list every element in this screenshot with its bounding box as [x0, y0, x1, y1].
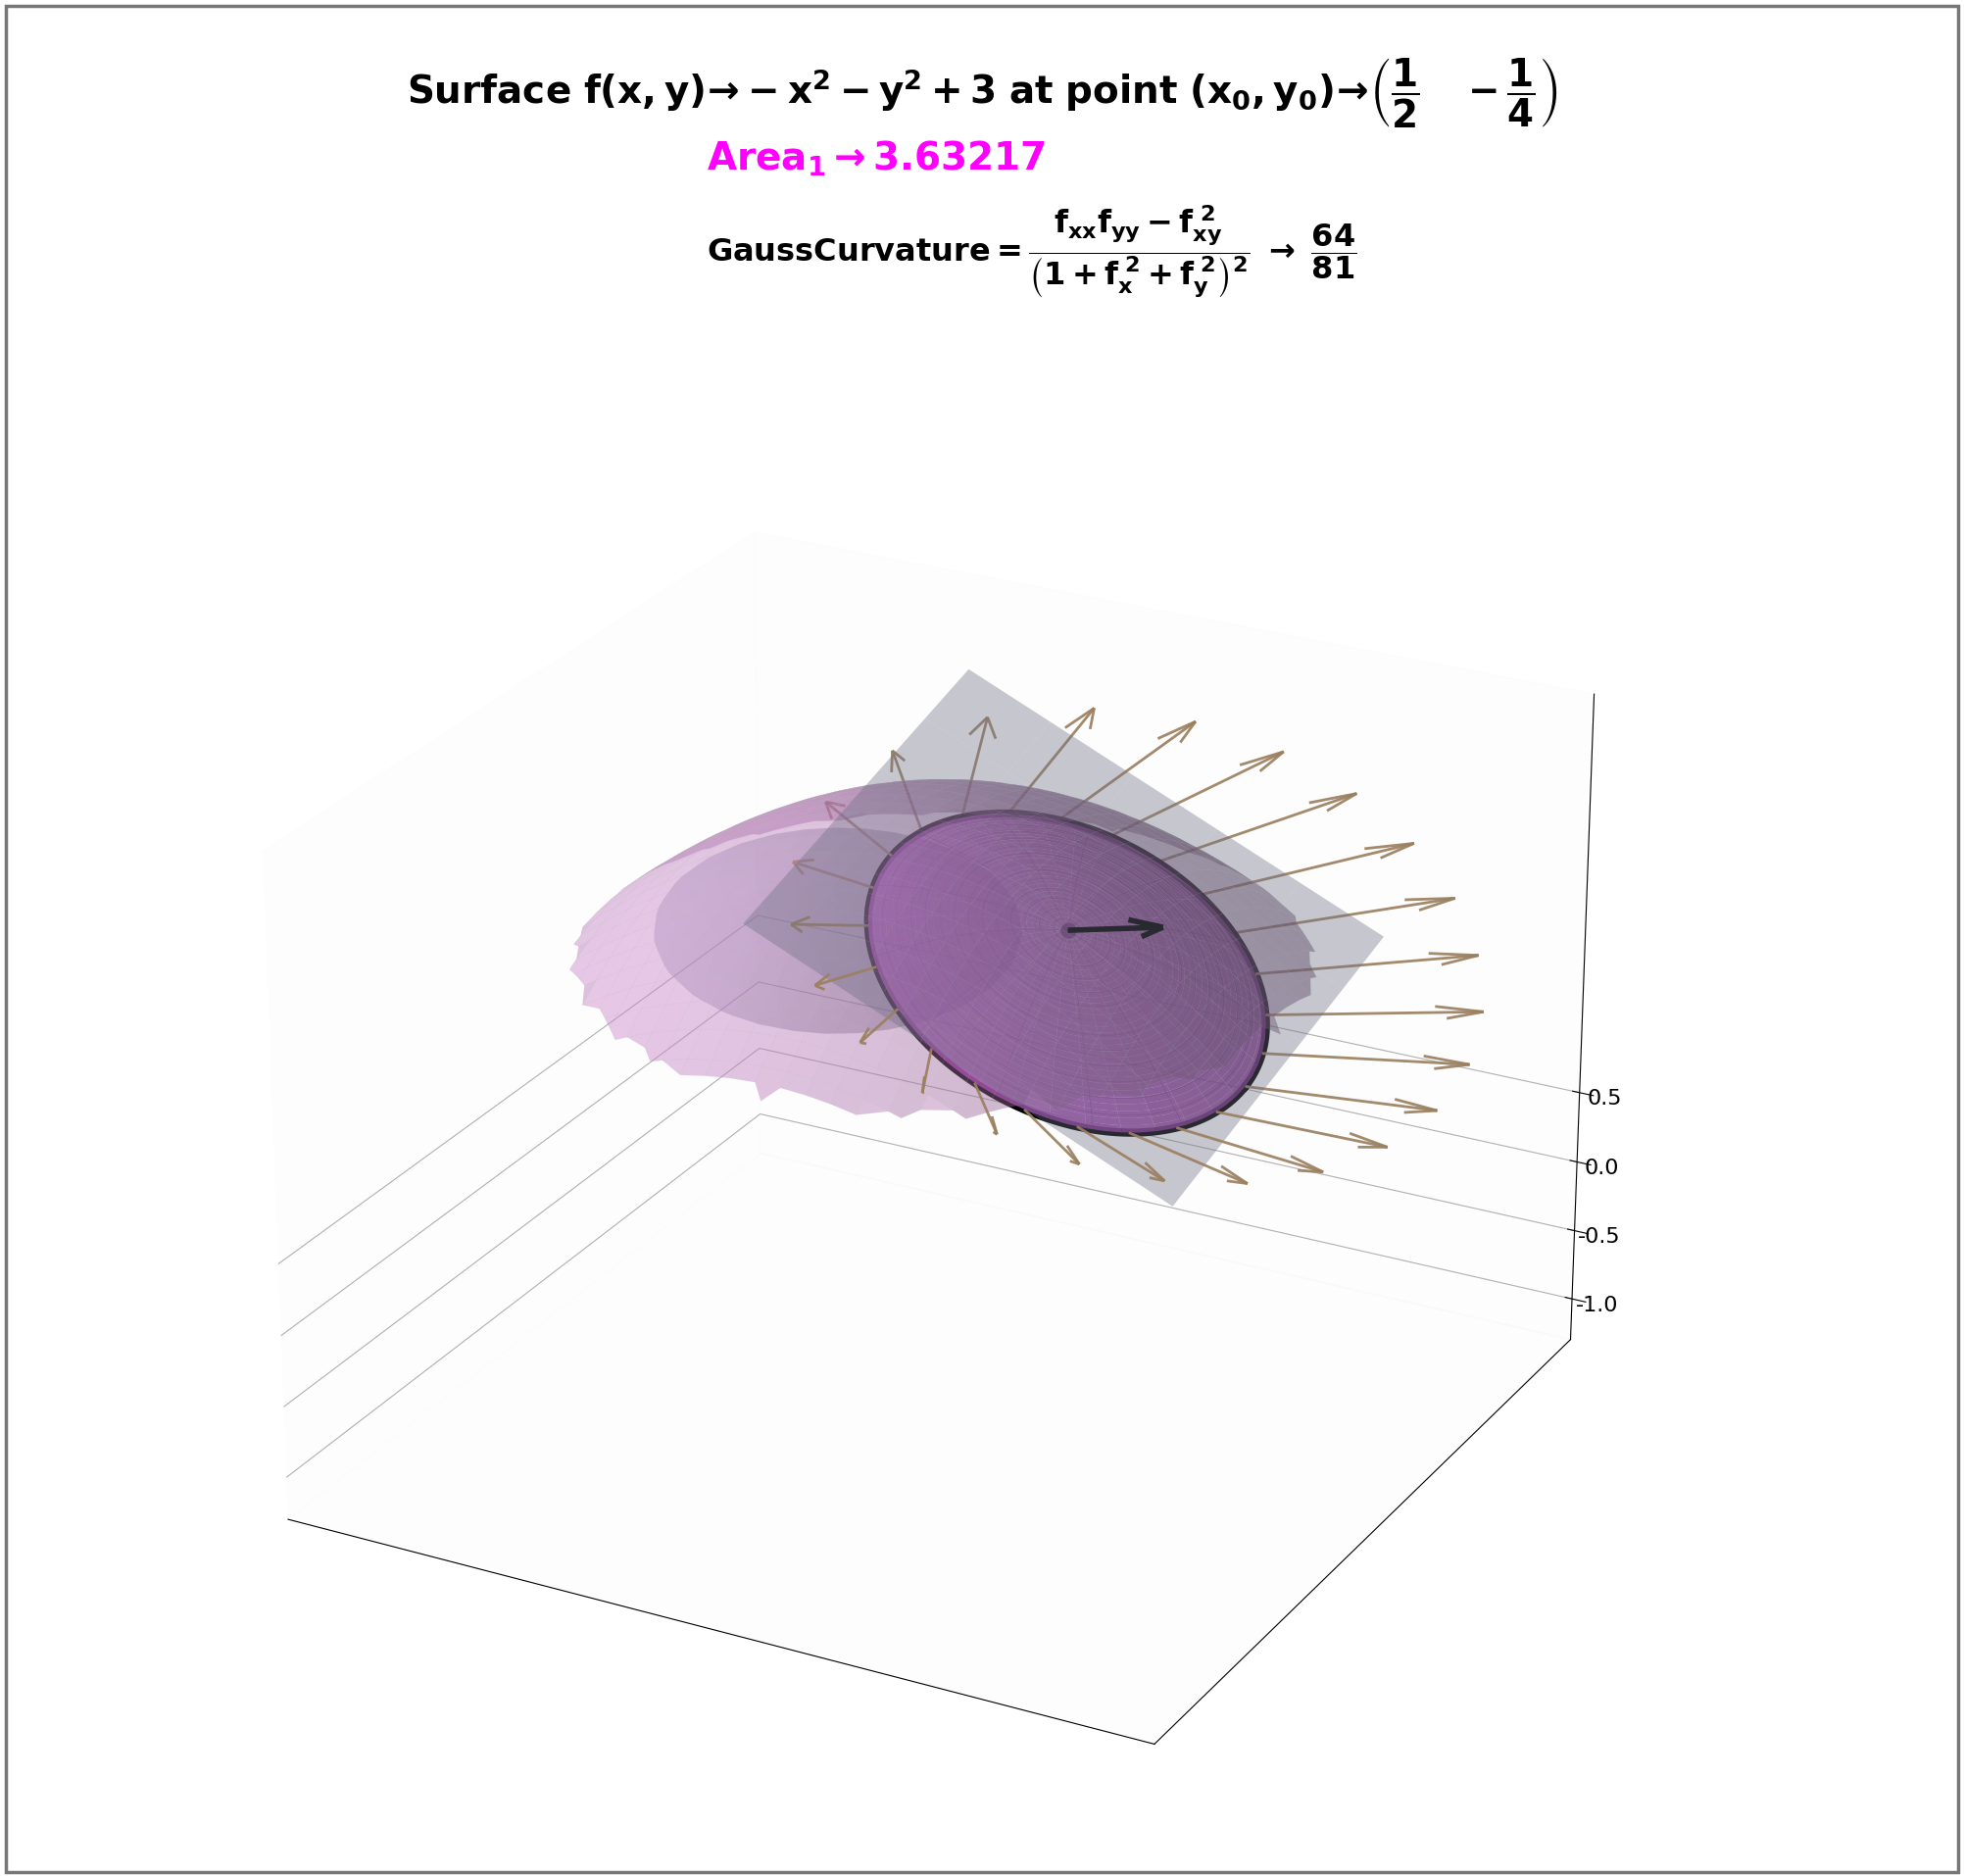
Text: $\mathbf{Surface\ f(x,y)\!\rightarrow\!-x^2-y^2+3\ at\ point\ (x_0,y_0)\!\righta: $\mathbf{Surface\ f(x,y)\!\rightarrow\!-… [407, 56, 1557, 129]
Text: $\mathbf{Area_1 \rightarrow 3.63217}$: $\mathbf{Area_1 \rightarrow 3.63217}$ [707, 139, 1047, 178]
Text: $\mathbf{GaussCurvature{=}\dfrac{f_{xx}f_{yy}-f_{xy}^{\ 2}}{\left(1+f_x^{\ 2}+f_: $\mathbf{GaussCurvature{=}\dfrac{f_{xx}f… [707, 203, 1357, 298]
